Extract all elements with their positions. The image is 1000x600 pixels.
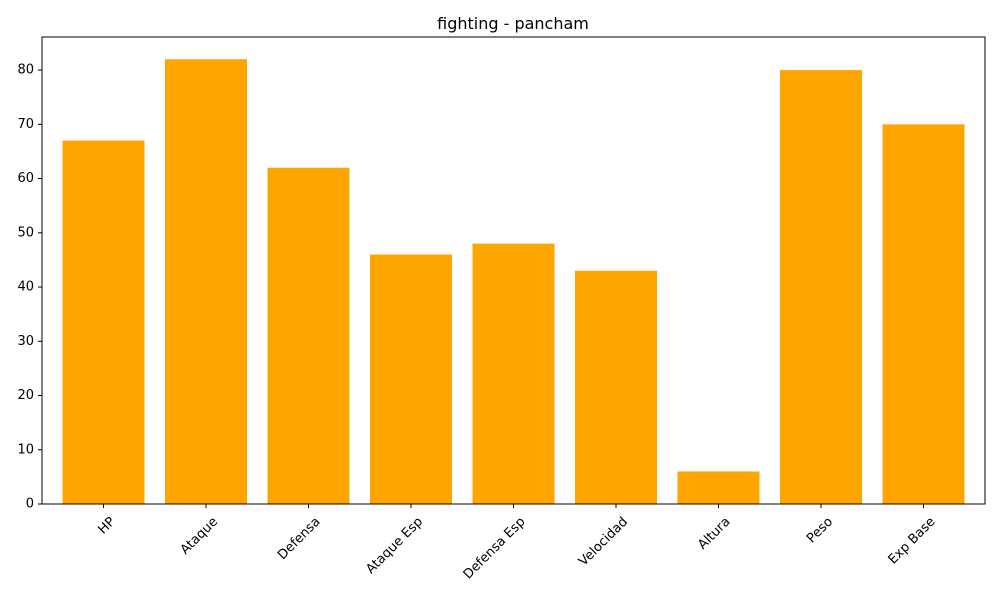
y-tick-label: 20 (17, 388, 34, 403)
x-tick-label: HP (95, 514, 118, 537)
chart-title: fighting - pancham (437, 14, 589, 33)
y-tick-label: 40 (17, 280, 34, 295)
y-tick-label: 80 (17, 63, 34, 78)
x-tick-label: Defensa Esp (461, 514, 529, 582)
y-tick-label: 0 (26, 497, 34, 512)
bar-velocidad (575, 270, 657, 504)
x-tick-label: Velocidad (576, 514, 631, 569)
bar-exp-base (882, 124, 965, 504)
x-tick-label: Ataque Esp (363, 514, 426, 577)
bar-defensa-esp (472, 243, 555, 504)
bar-ataque-esp (370, 254, 452, 504)
y-axis: 0 10 20 30 40 50 60 70 80 (17, 63, 42, 512)
x-tick-label: Peso (804, 514, 836, 546)
y-tick-label: 50 (17, 225, 34, 240)
bar-ataque (165, 59, 247, 505)
bar-peso (780, 70, 862, 504)
x-tick-label: Exp Base (886, 514, 939, 567)
y-tick-label: 60 (17, 171, 34, 186)
x-tick-label: Ataque (178, 514, 221, 557)
plot-frame (41, 36, 986, 505)
x-tick-label: Defensa (275, 514, 323, 562)
bar-defensa (267, 167, 350, 504)
bar-hp (62, 140, 145, 504)
y-tick-label: 30 (17, 334, 34, 349)
y-tick-label: 10 (17, 442, 34, 457)
x-axis: HP Ataque Defensa Ataque Esp Defensa Esp Velo… (95, 504, 939, 582)
bar-altura (677, 471, 760, 504)
bars-group (62, 59, 965, 505)
x-tick-label: Altura (695, 514, 733, 552)
y-tick-label: 70 (17, 117, 34, 132)
